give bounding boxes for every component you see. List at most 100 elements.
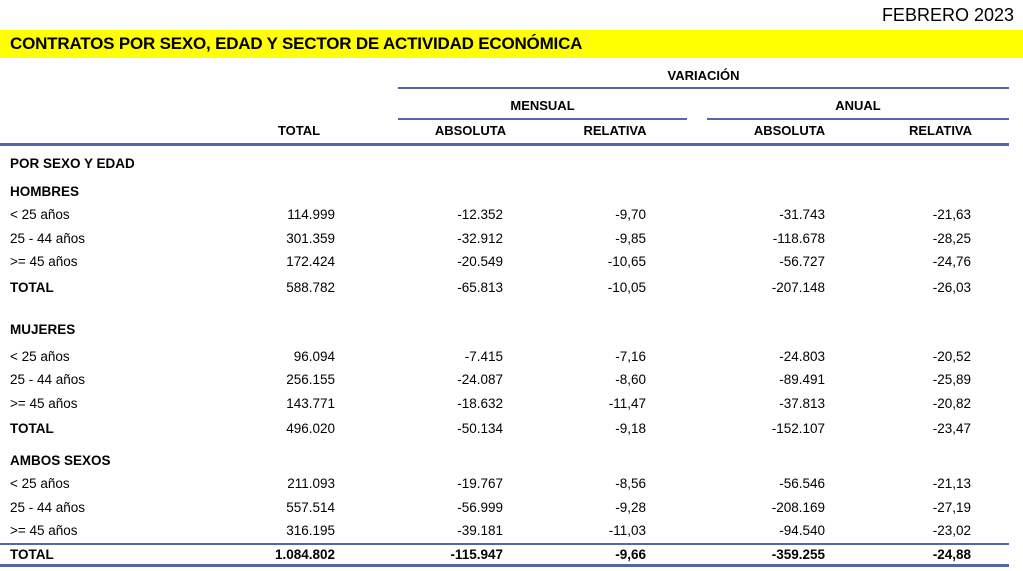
- cell-mensual-relativa: -9,66: [615, 546, 646, 562]
- cell-total: 143.771: [286, 395, 335, 411]
- cell-anual-relativa: -27,19: [932, 499, 971, 515]
- row-label: TOTAL: [10, 546, 54, 562]
- cell-mensual-relativa: -9,70: [615, 207, 646, 223]
- column-header-anual-relativa: RELATIVA: [908, 123, 973, 138]
- cell-total: 301.359: [286, 230, 335, 246]
- cell-mensual-relativa: -7,16: [615, 348, 646, 364]
- cell-mensual-relativa: -9,85: [615, 230, 646, 246]
- row-label: 25 - 44 años: [10, 499, 86, 515]
- cell-total: 256.155: [286, 372, 335, 388]
- cell-mensual-absoluta: -39.181: [457, 523, 503, 539]
- row-label: 25 - 44 años: [10, 372, 86, 388]
- cell-anual-absoluta: -208.169: [771, 499, 825, 515]
- cell-mensual-absoluta: -65.813: [457, 279, 503, 295]
- group-header-ambos-sexos: AMBOS SEXOS: [10, 452, 111, 468]
- row-label: >= 45 años: [10, 523, 78, 539]
- row-label: < 25 años: [10, 207, 70, 223]
- cell-anual-relativa: -25,89: [932, 372, 971, 388]
- column-group-mensual: MENSUAL: [398, 89, 687, 120]
- cell-mensual-absoluta: -24.087: [457, 372, 503, 388]
- cell-mensual-absoluta: -115.947: [450, 546, 503, 562]
- table-row: < 25 años 114.999 -12.352 -9,70 -31.743 …: [0, 203, 1009, 227]
- cell-anual-relativa: -24,76: [932, 254, 971, 270]
- group-total-row-mujeres: TOTAL 496.020 -50.134 -9,18 -152.107 -23…: [0, 417, 1009, 441]
- cell-mensual-relativa: -10,65: [607, 254, 646, 270]
- cell-anual-absoluta: -89.491: [779, 372, 825, 388]
- cell-mensual-absoluta: -19.767: [457, 476, 503, 492]
- cell-anual-absoluta: -31.743: [779, 207, 825, 223]
- table-header-variacion-row: VARIACIÓN: [0, 58, 1009, 89]
- column-header-total: TOTAL: [277, 123, 321, 138]
- cell-mensual-absoluta: -56.999: [457, 499, 503, 515]
- cell-anual-relativa: -28,25: [932, 230, 971, 246]
- cell-anual-absoluta: -94.540: [779, 523, 825, 539]
- table-row: >= 45 años 316.195 -39.181 -11,03 -94.54…: [0, 519, 1009, 543]
- cell-anual-relativa: -21,13: [932, 476, 971, 492]
- contracts-table: VARIACIÓN MENSUAL ANUAL TOTAL ABSOLUTA R…: [0, 58, 1009, 567]
- cell-anual-relativa: -23,02: [932, 523, 971, 539]
- cell-anual-relativa: -26,03: [932, 279, 971, 295]
- table-row: < 25 años 211.093 -19.767 -8,56 -56.546 …: [0, 472, 1009, 496]
- cell-total: 1.084.802: [274, 546, 335, 562]
- cell-anual-relativa: -23,47: [932, 421, 971, 437]
- page-title: CONTRATOS POR SEXO, EDAD Y SECTOR DE ACT…: [0, 30, 1023, 58]
- table-row: 25 - 44 años 256.155 -24.087 -8,60 -89.4…: [0, 368, 1009, 392]
- table-row: >= 45 años 172.424 -20.549 -10,65 -56.72…: [0, 250, 1009, 274]
- cell-anual-relativa: -20,52: [932, 348, 971, 364]
- row-label: TOTAL: [10, 421, 54, 437]
- cell-anual-relativa: -21,63: [932, 207, 971, 223]
- cell-anual-relativa: -20,82: [932, 395, 971, 411]
- table-row: < 25 años 96.094 -7.415 -7,16 -24.803 -2…: [0, 345, 1009, 369]
- table-header-period-row: MENSUAL ANUAL: [0, 89, 1009, 120]
- cell-mensual-absoluta: -18.632: [457, 395, 503, 411]
- table-row: 25 - 44 años 557.514 -56.999 -9,28 -208.…: [0, 496, 1009, 520]
- cell-mensual-absoluta: -32.912: [457, 230, 503, 246]
- row-label: < 25 años: [10, 476, 70, 492]
- column-group-anual: ANUAL: [707, 89, 1009, 120]
- group-header-hombres: HOMBRES: [10, 183, 80, 199]
- cell-total: 114.999: [287, 207, 335, 223]
- cell-anual-absoluta: -56.546: [779, 476, 825, 492]
- row-label: < 25 años: [10, 348, 70, 364]
- column-header-mensual-absoluta: ABSOLUTA: [434, 123, 507, 138]
- cell-total: 96.094: [293, 348, 335, 364]
- cell-mensual-absoluta: -12.352: [457, 207, 503, 223]
- column-group-variacion: VARIACIÓN: [398, 58, 1009, 89]
- cell-mensual-relativa: -9,18: [615, 421, 646, 437]
- cell-mensual-absoluta: -7.415: [464, 348, 503, 364]
- grand-total-row: TOTAL 1.084.802 -115.947 -9,66 -359.255 …: [0, 542, 1009, 567]
- cell-anual-absoluta: -37.813: [779, 395, 825, 411]
- cell-mensual-absoluta: -20.549: [457, 254, 503, 270]
- cell-anual-absoluta: -152.107: [771, 421, 825, 437]
- cell-anual-relativa: -24,88: [932, 546, 971, 562]
- cell-mensual-absoluta: -50.134: [457, 421, 503, 437]
- cell-anual-absoluta: -118.678: [772, 230, 825, 246]
- cell-mensual-relativa: -8,60: [615, 372, 646, 388]
- column-header-anual-absoluta: ABSOLUTA: [753, 123, 826, 138]
- cell-mensual-relativa: -8,56: [615, 476, 646, 492]
- cell-total: 172.424: [286, 254, 335, 270]
- cell-anual-absoluta: -207.148: [771, 279, 825, 295]
- cell-total: 496.020: [286, 421, 335, 437]
- table-header-columns-row: TOTAL ABSOLUTA RELATIVA ABSOLUTA RELATIV…: [0, 120, 1009, 146]
- row-label: >= 45 años: [10, 395, 78, 411]
- group-total-row-hombres: TOTAL 588.782 -65.813 -10,05 -207.148 -2…: [0, 276, 1009, 300]
- cell-anual-absoluta: -24.803: [779, 348, 825, 364]
- cell-total: 211.093: [287, 476, 335, 492]
- row-label: >= 45 años: [10, 254, 78, 270]
- column-header-mensual-relativa: RELATIVA: [583, 123, 647, 138]
- row-label: TOTAL: [10, 279, 54, 295]
- cell-mensual-relativa: -9,28: [615, 499, 646, 515]
- table-row: >= 45 años 143.771 -18.632 -11,47 -37.81…: [0, 392, 1009, 416]
- cell-total: 557.514: [286, 499, 335, 515]
- cell-anual-absoluta: -56.727: [779, 254, 825, 270]
- cell-mensual-relativa: -11,47: [608, 395, 646, 411]
- cell-total: 588.782: [286, 279, 335, 295]
- report-date: FEBRERO 2023: [881, 5, 1014, 25]
- group-header-mujeres: MUJERES: [10, 322, 76, 338]
- cell-anual-absoluta: -359.255: [771, 546, 825, 562]
- row-label: 25 - 44 años: [10, 230, 86, 246]
- table-row: 25 - 44 años 301.359 -32.912 -9,85 -118.…: [0, 227, 1009, 251]
- cell-total: 316.195: [286, 523, 335, 539]
- cell-mensual-relativa: -11,03: [608, 523, 646, 539]
